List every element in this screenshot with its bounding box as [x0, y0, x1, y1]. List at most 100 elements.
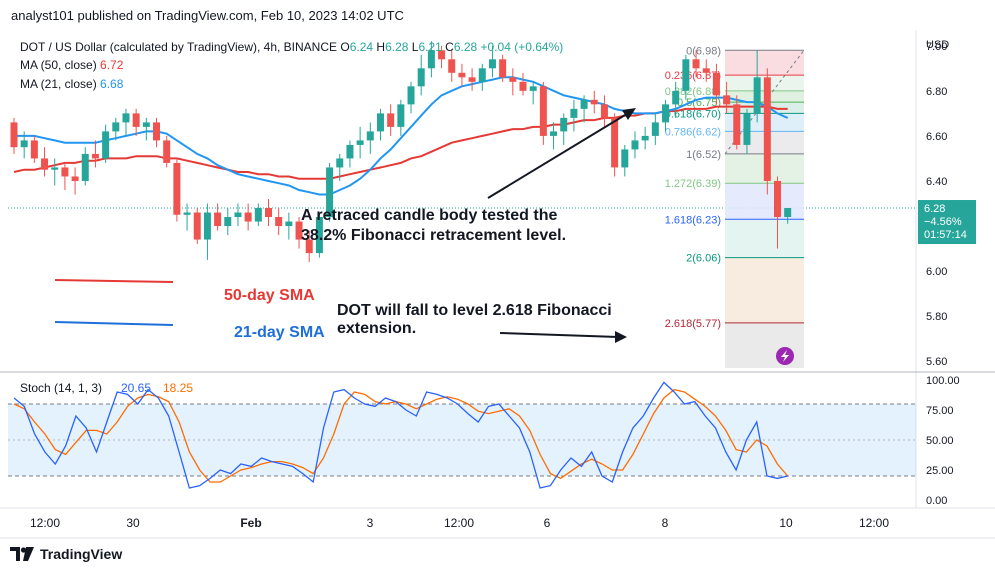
candle-body	[224, 217, 232, 227]
candle-body	[346, 144, 354, 159]
candle-body	[173, 162, 181, 215]
forecast-arrow	[499, 332, 619, 338]
candle-body	[417, 68, 425, 87]
candle-body	[723, 95, 731, 105]
candle-body	[376, 113, 384, 132]
sma21-annotation: 21-day SMA	[234, 324, 325, 341]
legend-part: H	[376, 40, 385, 54]
candle-body	[295, 221, 303, 240]
tradingview-footer[interactable]: TradingView	[10, 546, 122, 562]
fib-level-label: 1.272(6.39)	[665, 178, 721, 190]
stoch-tick-label: 0.00	[926, 495, 947, 507]
bar-countdown: 01:57:14	[924, 229, 967, 241]
candlestick-series	[10, 41, 792, 263]
time-tick-label: 30	[126, 516, 140, 530]
candle-body	[336, 158, 344, 168]
candle-body	[702, 68, 710, 73]
ma50-legend: MA (50, close) 6.72	[20, 58, 124, 72]
legend-part: DOT / US Dollar (calculated by TradingVi…	[20, 40, 340, 54]
retrace-arrow	[487, 111, 631, 199]
candle-body	[458, 72, 466, 78]
ma50-legend-label: MA (50, close)	[20, 58, 100, 72]
candle-body	[397, 104, 405, 127]
time-tick-label: Feb	[240, 516, 261, 530]
candle-body	[560, 117, 568, 132]
candle-body	[122, 113, 130, 123]
retrace-annotation-line2: 38.2% Fibonacci retracement level.	[301, 227, 566, 244]
fib-level-label: 1.618(6.23)	[665, 214, 721, 226]
footer-brand: TradingView	[40, 546, 123, 562]
candle-body	[81, 153, 89, 181]
candle-body	[153, 122, 161, 141]
currency-label: USD	[926, 39, 949, 51]
time-tick-label: 12:00	[859, 516, 889, 530]
candle-body	[509, 77, 517, 82]
moving-averages	[13, 76, 789, 196]
stoch-d-value: 18.25	[163, 381, 193, 395]
time-tick-label: 3	[367, 516, 374, 530]
candle-body	[30, 140, 38, 159]
candle-body	[214, 212, 222, 227]
publisher-header: analyst101 published on TradingView.com,…	[11, 8, 404, 23]
candle-body	[265, 208, 272, 218]
legend-part: 6.28	[385, 40, 412, 54]
fibonacci-extension-tool[interactable]: 0(6.98)0.236(6.87)0.382(6.80)0.5(6.75)0.…	[665, 45, 805, 368]
candle-body	[499, 59, 507, 78]
candle-body	[651, 122, 659, 136]
time-tick-label: 6	[544, 516, 551, 530]
candle-body	[41, 158, 49, 170]
candle-body	[102, 131, 110, 159]
ma21-legend-value: 6.68	[100, 77, 124, 91]
candle-body	[285, 221, 293, 227]
candle-body	[132, 113, 140, 127]
candle-body	[672, 90, 680, 105]
candle-body	[600, 104, 608, 118]
legend-part: 6.28	[454, 40, 481, 54]
candle-body	[183, 212, 191, 215]
time-tick-label: 10	[779, 516, 793, 530]
ma50-legend-value: 6.72	[100, 58, 124, 72]
axes: USD7.006.806.606.406.005.805.606.28−4.56…	[30, 39, 976, 530]
legend-part: C	[445, 40, 454, 54]
stoch-tick-label: 50.00	[926, 435, 954, 447]
candle-body	[580, 99, 588, 109]
candle-body	[234, 212, 242, 218]
candle-body	[112, 122, 120, 132]
fib-trend-line	[724, 49, 805, 155]
stoch-k-line	[13, 381, 788, 489]
candle-body	[448, 59, 456, 73]
stoch-tick-label: 25.00	[926, 465, 954, 477]
candle-body	[733, 104, 741, 145]
candle-body	[753, 77, 761, 114]
legend-part: +0.04 (+0.64%)	[481, 40, 564, 54]
candle-body	[10, 122, 18, 148]
candle-body	[682, 59, 690, 91]
candle-body	[61, 167, 69, 177]
candle-body	[254, 208, 262, 222]
candle-body	[774, 180, 781, 218]
fib-level-label: 0(6.98)	[686, 45, 721, 57]
price-tick-label: 5.80	[926, 311, 947, 323]
price-tick-label: 7.00	[926, 41, 947, 53]
sma21-legend-line	[54, 321, 174, 326]
price-tick-label: 6.60	[926, 131, 947, 143]
candle-body	[662, 104, 670, 123]
tradingview-logo-icon	[10, 547, 34, 561]
symbol-legend: DOT / US Dollar (calculated by TradingVi…	[20, 40, 563, 54]
fib-level-label: 1(6.52)	[686, 149, 721, 161]
forecast-annotation-line2: extension.	[337, 320, 416, 337]
forecast-annotation-line1: DOT will fall to level 2.618 Fibonacci	[337, 302, 612, 319]
time-tick-label: 12:00	[444, 516, 474, 530]
last-price-value: 6.28	[924, 203, 945, 215]
candle-body	[763, 77, 771, 181]
stoch-k-value: 20.65	[121, 381, 151, 395]
candle-body	[356, 140, 364, 145]
candle-body	[641, 135, 649, 141]
fib-level-label: 2.618(5.77)	[665, 318, 721, 330]
candle-body	[488, 59, 496, 69]
time-tick-label: 8	[662, 516, 669, 530]
stoch-tick-label: 100.00	[926, 375, 960, 387]
ma21-legend-label: MA (21, close)	[20, 77, 100, 91]
fib-level-label: 0.786(6.62)	[665, 126, 721, 138]
